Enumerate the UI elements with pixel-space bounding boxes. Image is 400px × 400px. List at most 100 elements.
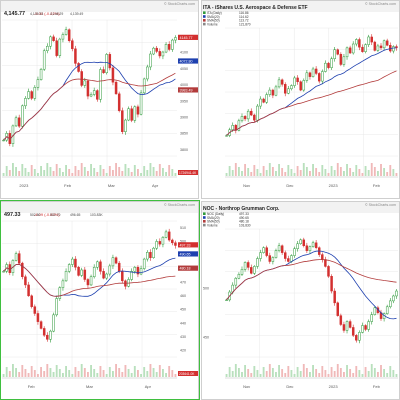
candle-body — [376, 45, 380, 51]
header-value: 502.70 — [50, 213, 60, 217]
volume-bar — [27, 172, 30, 176]
candle-body — [240, 269, 244, 275]
chart-panel-top-left[interactable]: © StockCharts.com 4,145.77 -9.30 (-0.22%) 4… — [0, 0, 199, 199]
volume-bar — [5, 166, 8, 176]
candle-body — [324, 259, 327, 267]
candle-body — [171, 39, 174, 50]
sma50-line — [3, 263, 176, 297]
volume-bar — [296, 367, 299, 377]
candle-body — [336, 302, 339, 316]
candle-body — [234, 277, 238, 286]
candle-body — [171, 239, 174, 244]
volume-bar — [376, 171, 379, 176]
price-change: -4.09 (-0.82%) — [34, 212, 60, 217]
volume-bar — [305, 167, 308, 176]
candle-body — [67, 29, 71, 41]
volume-bar — [152, 368, 155, 377]
volume-bar — [330, 367, 333, 377]
candle-body — [265, 94, 268, 103]
volume-bar — [234, 163, 237, 176]
candle-body — [256, 258, 259, 267]
price-tag-label: 490.65 — [180, 252, 191, 256]
volume-bar — [250, 172, 253, 176]
chart-panel-bottom-left[interactable]: © StockCharts.com 497.33 -4.09 (-0.82%) 502… — [0, 201, 199, 400]
volume-bar — [293, 173, 296, 176]
candle-body — [231, 125, 234, 131]
candle-body — [158, 51, 162, 57]
candle-body — [33, 306, 37, 314]
volume-bar — [241, 372, 243, 377]
volume-bar — [168, 165, 171, 176]
volume-bar — [174, 173, 177, 176]
volume-bar — [281, 168, 284, 176]
volume-bar — [259, 173, 262, 176]
volume-bar — [380, 365, 382, 377]
candle-body — [287, 88, 290, 94]
volume-bar — [143, 166, 146, 176]
chart-header-bar — [201, 0, 400, 12]
volume-bar — [349, 369, 352, 377]
x-tick-label: 2023 — [329, 183, 339, 188]
volume-bar — [352, 172, 355, 176]
legend-value: 103,830 — [239, 223, 251, 227]
candle-body — [124, 119, 127, 132]
candle-body — [30, 91, 33, 99]
x-tick-label: Feb — [64, 183, 72, 188]
watermark-text: © StockCharts.com — [164, 2, 195, 6]
candle-body — [161, 51, 165, 57]
volume-bar — [140, 173, 142, 176]
y-tick-label: 440 — [180, 321, 186, 325]
volume-bar — [305, 368, 308, 377]
legend-label: SMA(50) — [207, 220, 220, 224]
candle-body — [330, 276, 333, 292]
volume-bar — [146, 371, 149, 377]
y-tick-label: 500 — [180, 240, 186, 244]
candle-body — [133, 266, 137, 272]
volume-bar — [152, 167, 155, 176]
volume-bar — [343, 372, 345, 377]
volume-bar — [339, 167, 342, 176]
volume-bar — [121, 372, 124, 377]
legend-swatch — [203, 220, 206, 223]
volume-bar — [284, 373, 287, 377]
volume-bar — [234, 364, 237, 377]
volume-bar — [112, 371, 114, 377]
watermark-text: © StockCharts.com — [365, 203, 396, 207]
candle-body — [27, 284, 30, 297]
candle-body — [259, 252, 262, 259]
x-tick-label: 2023 — [329, 384, 339, 389]
volume-bar — [250, 373, 253, 377]
candle-body — [351, 327, 355, 336]
volume-bar — [18, 372, 21, 377]
legend-label: NOC (Daily) — [207, 212, 224, 216]
candle-body — [385, 306, 389, 314]
candle-body — [74, 48, 77, 64]
volume-bar — [55, 164, 58, 176]
candle-body — [92, 266, 96, 278]
candle-body — [299, 239, 302, 245]
candle-body — [392, 46, 395, 52]
legend-swatch — [203, 216, 206, 219]
candle-body — [274, 250, 278, 258]
candle-body — [74, 258, 77, 268]
volume-bar — [62, 172, 64, 176]
y-tick-label: 500 — [203, 286, 209, 290]
candle-body — [30, 295, 33, 307]
candle-body — [71, 40, 74, 50]
volume-bar — [115, 364, 117, 377]
chart-panel-bottom-right[interactable]: © StockCharts.com NOC - Northrop Grumman … — [201, 201, 400, 400]
candle-body — [373, 307, 377, 315]
header-value: 496.65 — [70, 213, 80, 217]
volume-bar — [370, 163, 373, 176]
chart-panel-top-right[interactable]: © StockCharts.com ITA - iShares U.S. Aero… — [201, 0, 400, 199]
legend-swatch — [203, 19, 206, 22]
volume-bar — [124, 164, 127, 176]
candle-body — [250, 267, 253, 274]
candle-body — [358, 332, 361, 341]
volume-bar — [244, 164, 247, 176]
candle-body — [155, 47, 158, 52]
volume-bar — [102, 169, 105, 176]
candle-body — [49, 36, 52, 47]
volume-bar — [83, 368, 86, 377]
candle-body — [259, 98, 262, 107]
